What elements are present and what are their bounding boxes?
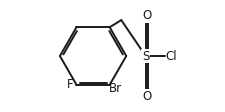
Text: O: O — [142, 90, 151, 103]
Text: O: O — [142, 9, 151, 22]
Text: F: F — [67, 78, 73, 91]
Text: Cl: Cl — [165, 50, 176, 62]
Text: Br: Br — [109, 82, 122, 95]
Text: S: S — [141, 50, 149, 62]
